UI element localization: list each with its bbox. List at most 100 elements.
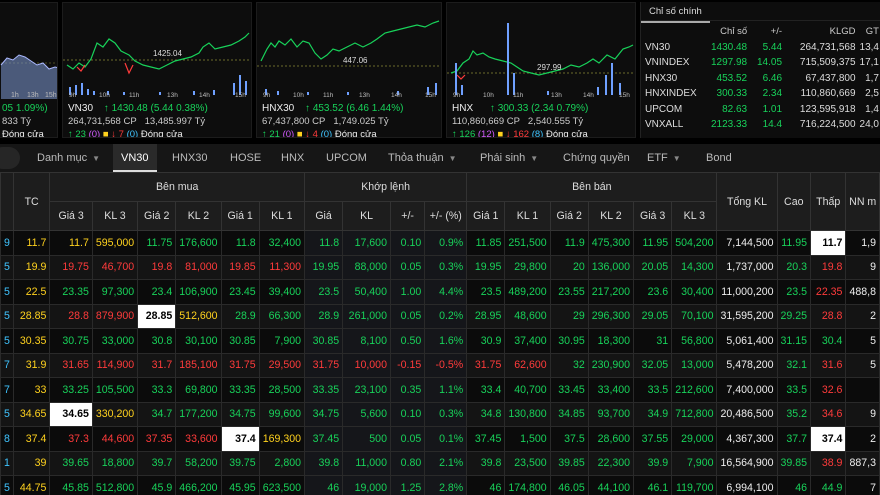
header-bid-price-3[interactable]: Giá 3 (49, 201, 93, 231)
header-bid-vol-1[interactable]: KL 1 (258, 201, 306, 231)
index-chart-hnx[interactable]: 297.99 9h 10h 11h 13h 14h 15h HNX ↑ 300.… (446, 2, 636, 138)
tab-etf[interactable]: ETF ▼ (647, 152, 681, 164)
tab-upcom[interactable]: UPCOM (326, 152, 367, 164)
cell-bid-vol-1: 32,400 (258, 230, 306, 256)
cell-bid-price-3: 23.35 (49, 279, 93, 305)
cell-reference: 34.65 (12, 401, 51, 427)
table-row[interactable]: 5 19.9 19.75 46,700 19.8 81,000 19.85 11,300 19.… (0, 254, 880, 280)
tab-derivatives[interactable]: Phái sinh ▼ (480, 152, 539, 164)
cell-ask-vol-2: 28,600 (587, 426, 635, 452)
cell-symbol[interactable]: 8 (0, 426, 14, 452)
cell-bid-vol-1: 39,400 (258, 279, 306, 305)
tab-hnx[interactable]: HNX (281, 152, 305, 164)
table-row[interactable]: 5 28.85 28.8 879,900 28.85 512,600 28.9 66,300 2… (0, 303, 880, 329)
header-bid-price-1[interactable]: Giá 1 (220, 201, 260, 231)
tab-main-indices[interactable]: Chỉ số chính (641, 2, 710, 23)
index-chart-vn30[interactable]: 1425.04 9h 10h 11h 13h 14h 15h VN30 ↑ 14… (62, 2, 252, 138)
tab-bond[interactable]: Bond (706, 152, 732, 164)
market-overview: 1h 13h 15h 05 1.09%) 833 Tỷ Đóng cửa 142… (0, 0, 880, 140)
cell-symbol[interactable]: 9 (0, 230, 14, 256)
cell-bid-vol-1: 623,500 (258, 475, 306, 495)
cell-symbol[interactable]: 5 (0, 254, 14, 280)
header-ask-vol-1[interactable]: KL 1 (504, 201, 551, 231)
cell-match-vol: 261,000 (342, 303, 391, 329)
cell-bid-price-1: 37.4 (220, 426, 260, 452)
cell-bid-vol-3: 18,800 (91, 450, 139, 476)
header-match-vol[interactable]: KL (342, 201, 391, 231)
cell-bid-vol-3: 879,900 (91, 303, 139, 329)
table-row[interactable]: 7 33 33.25 105,500 33.3 69,800 33.35 28,500 33.3… (0, 377, 880, 403)
tab-hnx30[interactable]: HNX30 (172, 152, 208, 164)
table-row[interactable]: 9 11.7 11.7 595,000 11.75 176,600 11.8 32,400 11… (0, 230, 880, 256)
cell-bid-price-3: 39.65 (49, 450, 93, 476)
table-row[interactable]: 5 34.65 34.65 330,200 34.7 177,200 34.75 99,600… (0, 401, 880, 427)
cell-low: 19.8 (810, 254, 847, 280)
tab-vn30[interactable]: VN30 (113, 144, 157, 172)
cell-bid-vol-2: 185,100 (175, 352, 222, 378)
index-row[interactable]: VN30 1430.48 5.44 264,731,568 13,4 (645, 41, 879, 53)
table-row[interactable]: 8 37.4 37.3 44,600 37.35 33,600 37.4 169,300 37.… (0, 426, 880, 452)
header-ask-price-1[interactable]: Giá 1 (466, 201, 506, 231)
header-index: Chỉ số (720, 26, 748, 38)
tab-hose[interactable]: HOSE (230, 152, 262, 164)
header-total-volume: Tổng KL (716, 172, 778, 231)
header-change[interactable]: +/- (389, 201, 426, 231)
table-row[interactable]: 5 22.5 23.35 97,300 23.4 106,900 23.45 39,400 23… (0, 279, 880, 305)
scroll-left-handle[interactable] (0, 147, 20, 169)
cell-bid-price-1: 33.35 (220, 377, 260, 403)
tab-watchlist[interactable]: Danh mục ▼ (37, 152, 101, 164)
cell-reference: 30.35 (12, 328, 51, 354)
cell-symbol[interactable]: 5 (0, 279, 14, 305)
index-row[interactable]: HNX30 453.52 6.46 67,437,800 1,7 (645, 72, 879, 84)
index-volume: 110,860,669 CP 2,540.555 Tỷ (452, 116, 584, 127)
header-change-pct[interactable]: +/- (%) (424, 201, 468, 231)
cell-change-pct: 1.6% (424, 328, 468, 354)
index-headline: VN30 ↑ 1430.48 (5.44 0.38%) (68, 103, 208, 114)
header-ask-vol-2[interactable]: KL 2 (587, 201, 635, 231)
header-match-price[interactable]: Giá (303, 201, 344, 231)
cell-high: 33.5 (776, 377, 812, 403)
tab-negotiated[interactable]: Thỏa thuận ▼ (388, 152, 457, 164)
cell-symbol[interactable]: 1 (0, 450, 14, 476)
header-ask-price-2[interactable]: Giá 2 (549, 201, 589, 231)
header-ask-vol-3[interactable]: KL 3 (671, 201, 718, 231)
cell-match-price: 28.9 (303, 303, 344, 329)
cell-symbol[interactable]: 5 (0, 475, 14, 495)
cell-ask-price-1: 19.95 (466, 254, 506, 280)
cell-symbol[interactable]: 7 (0, 352, 14, 378)
table-row[interactable]: 1 39 39.65 18,800 39.7 58,200 39.75 2,800 39.8 11… (0, 450, 880, 476)
indices-header: Chỉ số +/- KLGD GT (641, 24, 880, 40)
cell-symbol[interactable]: 5 (0, 401, 14, 427)
index-row[interactable]: UPCOM 82.63 1.01 123,595,918 1,4 (645, 103, 879, 115)
cell-match-vol: 8,100 (342, 328, 391, 354)
cell-bid-vol-1: 169,300 (258, 426, 306, 452)
cell-symbol[interactable]: 7 (0, 377, 14, 403)
cell-symbol[interactable]: 5 (0, 303, 14, 329)
table-row[interactable]: 5 44.75 45.85 512,800 45.9 466,200 45.95 623,50… (0, 475, 880, 495)
cell-total-volume: 6,994,100 (716, 475, 778, 495)
cell-bid-vol-2: 30,100 (175, 328, 222, 354)
index-row[interactable]: VNXALL 2123.33 14.4 716,224,500 24,0 (645, 119, 879, 131)
table-row[interactable]: 5 30.35 30.75 33,000 30.8 30,100 30.85 7,900 30.… (0, 328, 880, 354)
index-row[interactable]: VNINDEX 1297.98 14.05 715,509,375 17,1 (645, 57, 879, 69)
index-chart-vnindex[interactable]: 1h 13h 15h 05 1.09%) 833 Tỷ Đóng cửa (0, 2, 58, 138)
header-bid-price-2[interactable]: Giá 2 (137, 201, 177, 231)
chevron-down-icon: ▼ (672, 154, 681, 163)
cell-bid-vol-3: 114,900 (91, 352, 139, 378)
cell-ask-price-3: 31 (633, 328, 673, 354)
header-ask-price-3[interactable]: Giá 3 (633, 201, 673, 231)
header-bid-vol-3[interactable]: KL 3 (91, 201, 139, 231)
index-row[interactable]: HNXINDEX 300.33 2.34 110,860,669 2,5 (645, 88, 879, 100)
cell-low: 32.6 (810, 377, 847, 403)
cell-bid-vol-3: 512,800 (91, 475, 139, 495)
header-bid-vol-2[interactable]: KL 2 (175, 201, 222, 231)
cell-ask-vol-1: 23,500 (504, 450, 551, 476)
table-row[interactable]: 7 31.9 31.65 114,900 31.7 185,100 31.75 29,500 3… (0, 352, 880, 378)
index-change: 05 1.09%) (2, 103, 48, 114)
tab-warrants[interactable]: Chứng quyền (563, 152, 630, 164)
cell-symbol[interactable]: 5 (0, 328, 14, 354)
index-chart-hnx30[interactable]: 447.06 9h 10h 11h 13h 14h 15h HNX30 ↑ 45… (256, 2, 442, 138)
cell-reference: 39 (12, 450, 51, 476)
price-board: TC Bên mua Khớp lệnh Bên bán Tổng KL Cao… (0, 172, 880, 495)
cell-change-pct: 0.3% (424, 401, 468, 427)
